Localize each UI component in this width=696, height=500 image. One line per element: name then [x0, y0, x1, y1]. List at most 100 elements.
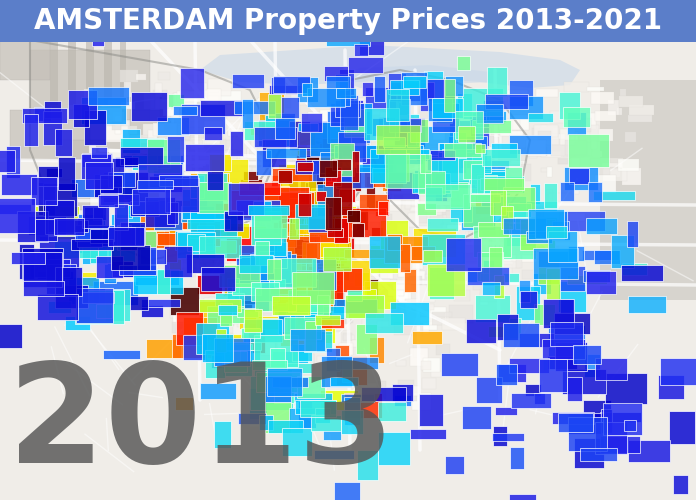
Bar	[399, 102, 410, 114]
Bar	[30, 260, 70, 277]
Bar	[188, 170, 212, 187]
Bar	[330, 104, 342, 112]
Bar	[310, 280, 322, 284]
Bar	[493, 432, 524, 440]
Bar	[271, 314, 278, 328]
Bar	[132, 154, 156, 172]
Bar	[470, 164, 484, 194]
Bar	[405, 386, 420, 396]
Bar	[263, 112, 286, 127]
Bar	[74, 232, 97, 254]
Bar	[429, 146, 440, 160]
Bar	[660, 358, 696, 384]
Bar	[154, 135, 171, 141]
Bar	[325, 308, 348, 318]
Bar	[342, 201, 361, 206]
Bar	[454, 111, 483, 139]
Bar	[250, 267, 257, 276]
Bar	[511, 189, 530, 204]
Bar	[312, 222, 335, 248]
Bar	[268, 240, 294, 259]
Bar	[568, 134, 609, 168]
Bar	[228, 266, 244, 276]
Bar	[138, 154, 145, 172]
Bar	[372, 228, 383, 236]
Bar	[447, 258, 465, 270]
Bar	[290, 156, 305, 162]
Bar	[177, 149, 189, 156]
Bar	[430, 289, 450, 299]
Bar	[303, 212, 319, 217]
Bar	[545, 229, 560, 241]
Bar	[224, 211, 242, 231]
Bar	[159, 129, 181, 142]
Bar	[448, 248, 462, 260]
Bar	[301, 354, 314, 371]
Bar	[280, 200, 287, 206]
Bar	[171, 196, 193, 202]
Bar	[437, 145, 458, 156]
Bar	[449, 116, 461, 140]
Bar	[482, 169, 505, 194]
Bar	[412, 238, 418, 251]
Bar	[306, 164, 311, 175]
Bar	[130, 296, 148, 310]
Bar	[289, 408, 316, 428]
Bar	[338, 224, 354, 258]
Bar	[487, 67, 507, 96]
Bar	[159, 182, 170, 200]
Bar	[153, 90, 159, 95]
Bar	[361, 216, 386, 222]
Bar	[460, 245, 484, 254]
Bar	[331, 312, 345, 322]
Bar	[489, 146, 496, 160]
Bar	[257, 226, 264, 244]
Bar	[564, 107, 590, 127]
Bar	[580, 448, 617, 460]
Bar	[287, 315, 323, 332]
Bar	[380, 214, 392, 224]
Bar	[469, 154, 489, 166]
Bar	[352, 223, 365, 236]
Bar	[379, 146, 402, 162]
Bar	[480, 178, 524, 190]
Bar	[486, 236, 511, 250]
Bar	[251, 282, 279, 301]
Bar	[475, 296, 510, 322]
Bar	[441, 352, 478, 376]
Bar	[168, 176, 183, 192]
Bar	[204, 298, 216, 302]
Bar	[174, 300, 181, 308]
Bar	[175, 231, 213, 250]
Bar	[226, 234, 246, 244]
Bar	[191, 132, 199, 139]
Bar	[560, 129, 575, 145]
Bar	[90, 228, 108, 244]
Bar	[326, 22, 370, 46]
Bar	[322, 272, 340, 294]
Bar	[232, 151, 242, 156]
Bar	[279, 378, 290, 388]
Bar	[260, 415, 274, 430]
Bar	[205, 132, 221, 144]
Bar	[256, 338, 275, 354]
Bar	[239, 252, 255, 270]
Bar	[278, 170, 292, 183]
Bar	[216, 230, 237, 244]
Bar	[253, 200, 271, 221]
Bar	[155, 83, 162, 96]
Bar	[241, 185, 248, 196]
Bar	[370, 257, 386, 264]
Bar	[244, 309, 262, 332]
Bar	[509, 134, 551, 154]
Bar	[317, 228, 351, 256]
Bar	[373, 156, 394, 165]
Bar	[495, 150, 514, 159]
Bar	[605, 373, 647, 404]
Bar	[112, 261, 133, 277]
Bar	[19, 244, 34, 278]
Bar	[346, 103, 372, 134]
Bar	[591, 92, 614, 104]
Bar	[526, 232, 552, 242]
Bar	[590, 126, 599, 141]
